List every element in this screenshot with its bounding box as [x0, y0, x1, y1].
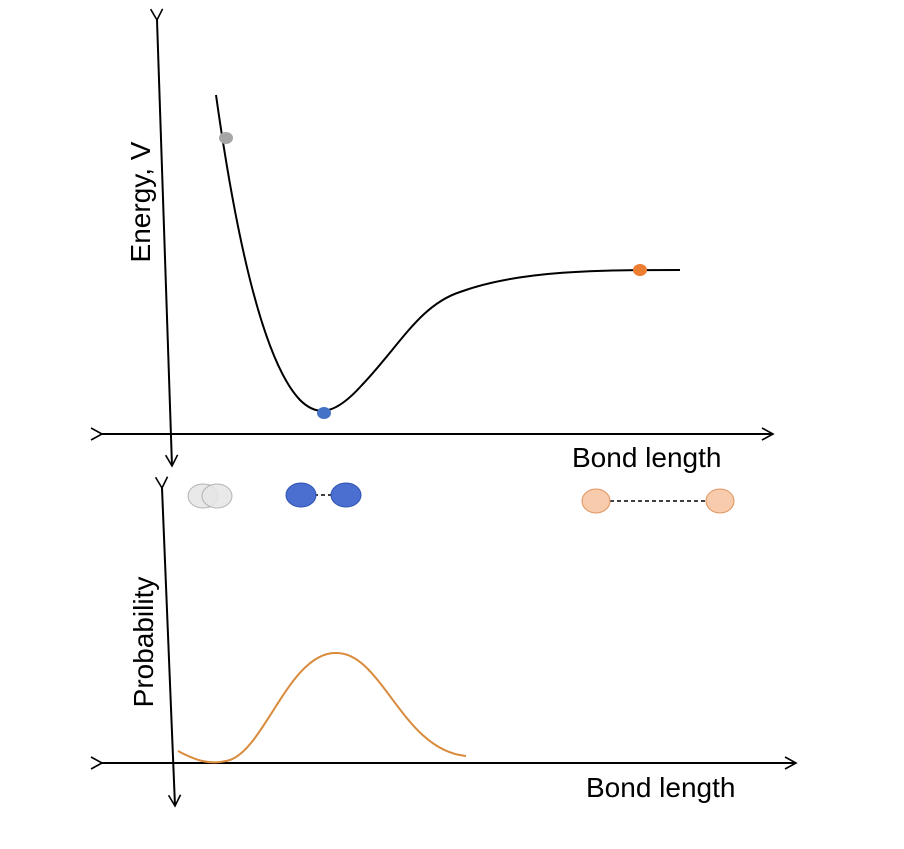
probability-y-axis [154, 476, 182, 808]
top-bond-length-label: Bond length [572, 442, 721, 473]
compressed-point [219, 132, 233, 144]
top-plot: Energy, V Bond length [90, 8, 775, 473]
atom [581, 488, 611, 514]
potential-energy-curve [215, 94, 681, 412]
bottom-bond-length-label: Bond length [586, 772, 735, 803]
atom [285, 482, 317, 508]
probability-curve [177, 651, 467, 764]
atom [201, 483, 233, 509]
equilibrium-molecule [285, 482, 362, 508]
compressed-molecule [187, 483, 233, 509]
energy-axis-label: Energy, V [125, 141, 156, 262]
probability-axis-label: Probability [128, 577, 159, 708]
bottom-plot: Probability Bond length [90, 476, 798, 808]
energy-y-axis [149, 8, 179, 468]
equilibrium-point [317, 407, 331, 419]
molecules-row [187, 482, 735, 514]
dissociated-point [633, 264, 647, 276]
stretched-molecule [581, 488, 735, 514]
atom [330, 482, 362, 508]
atom [705, 488, 735, 514]
